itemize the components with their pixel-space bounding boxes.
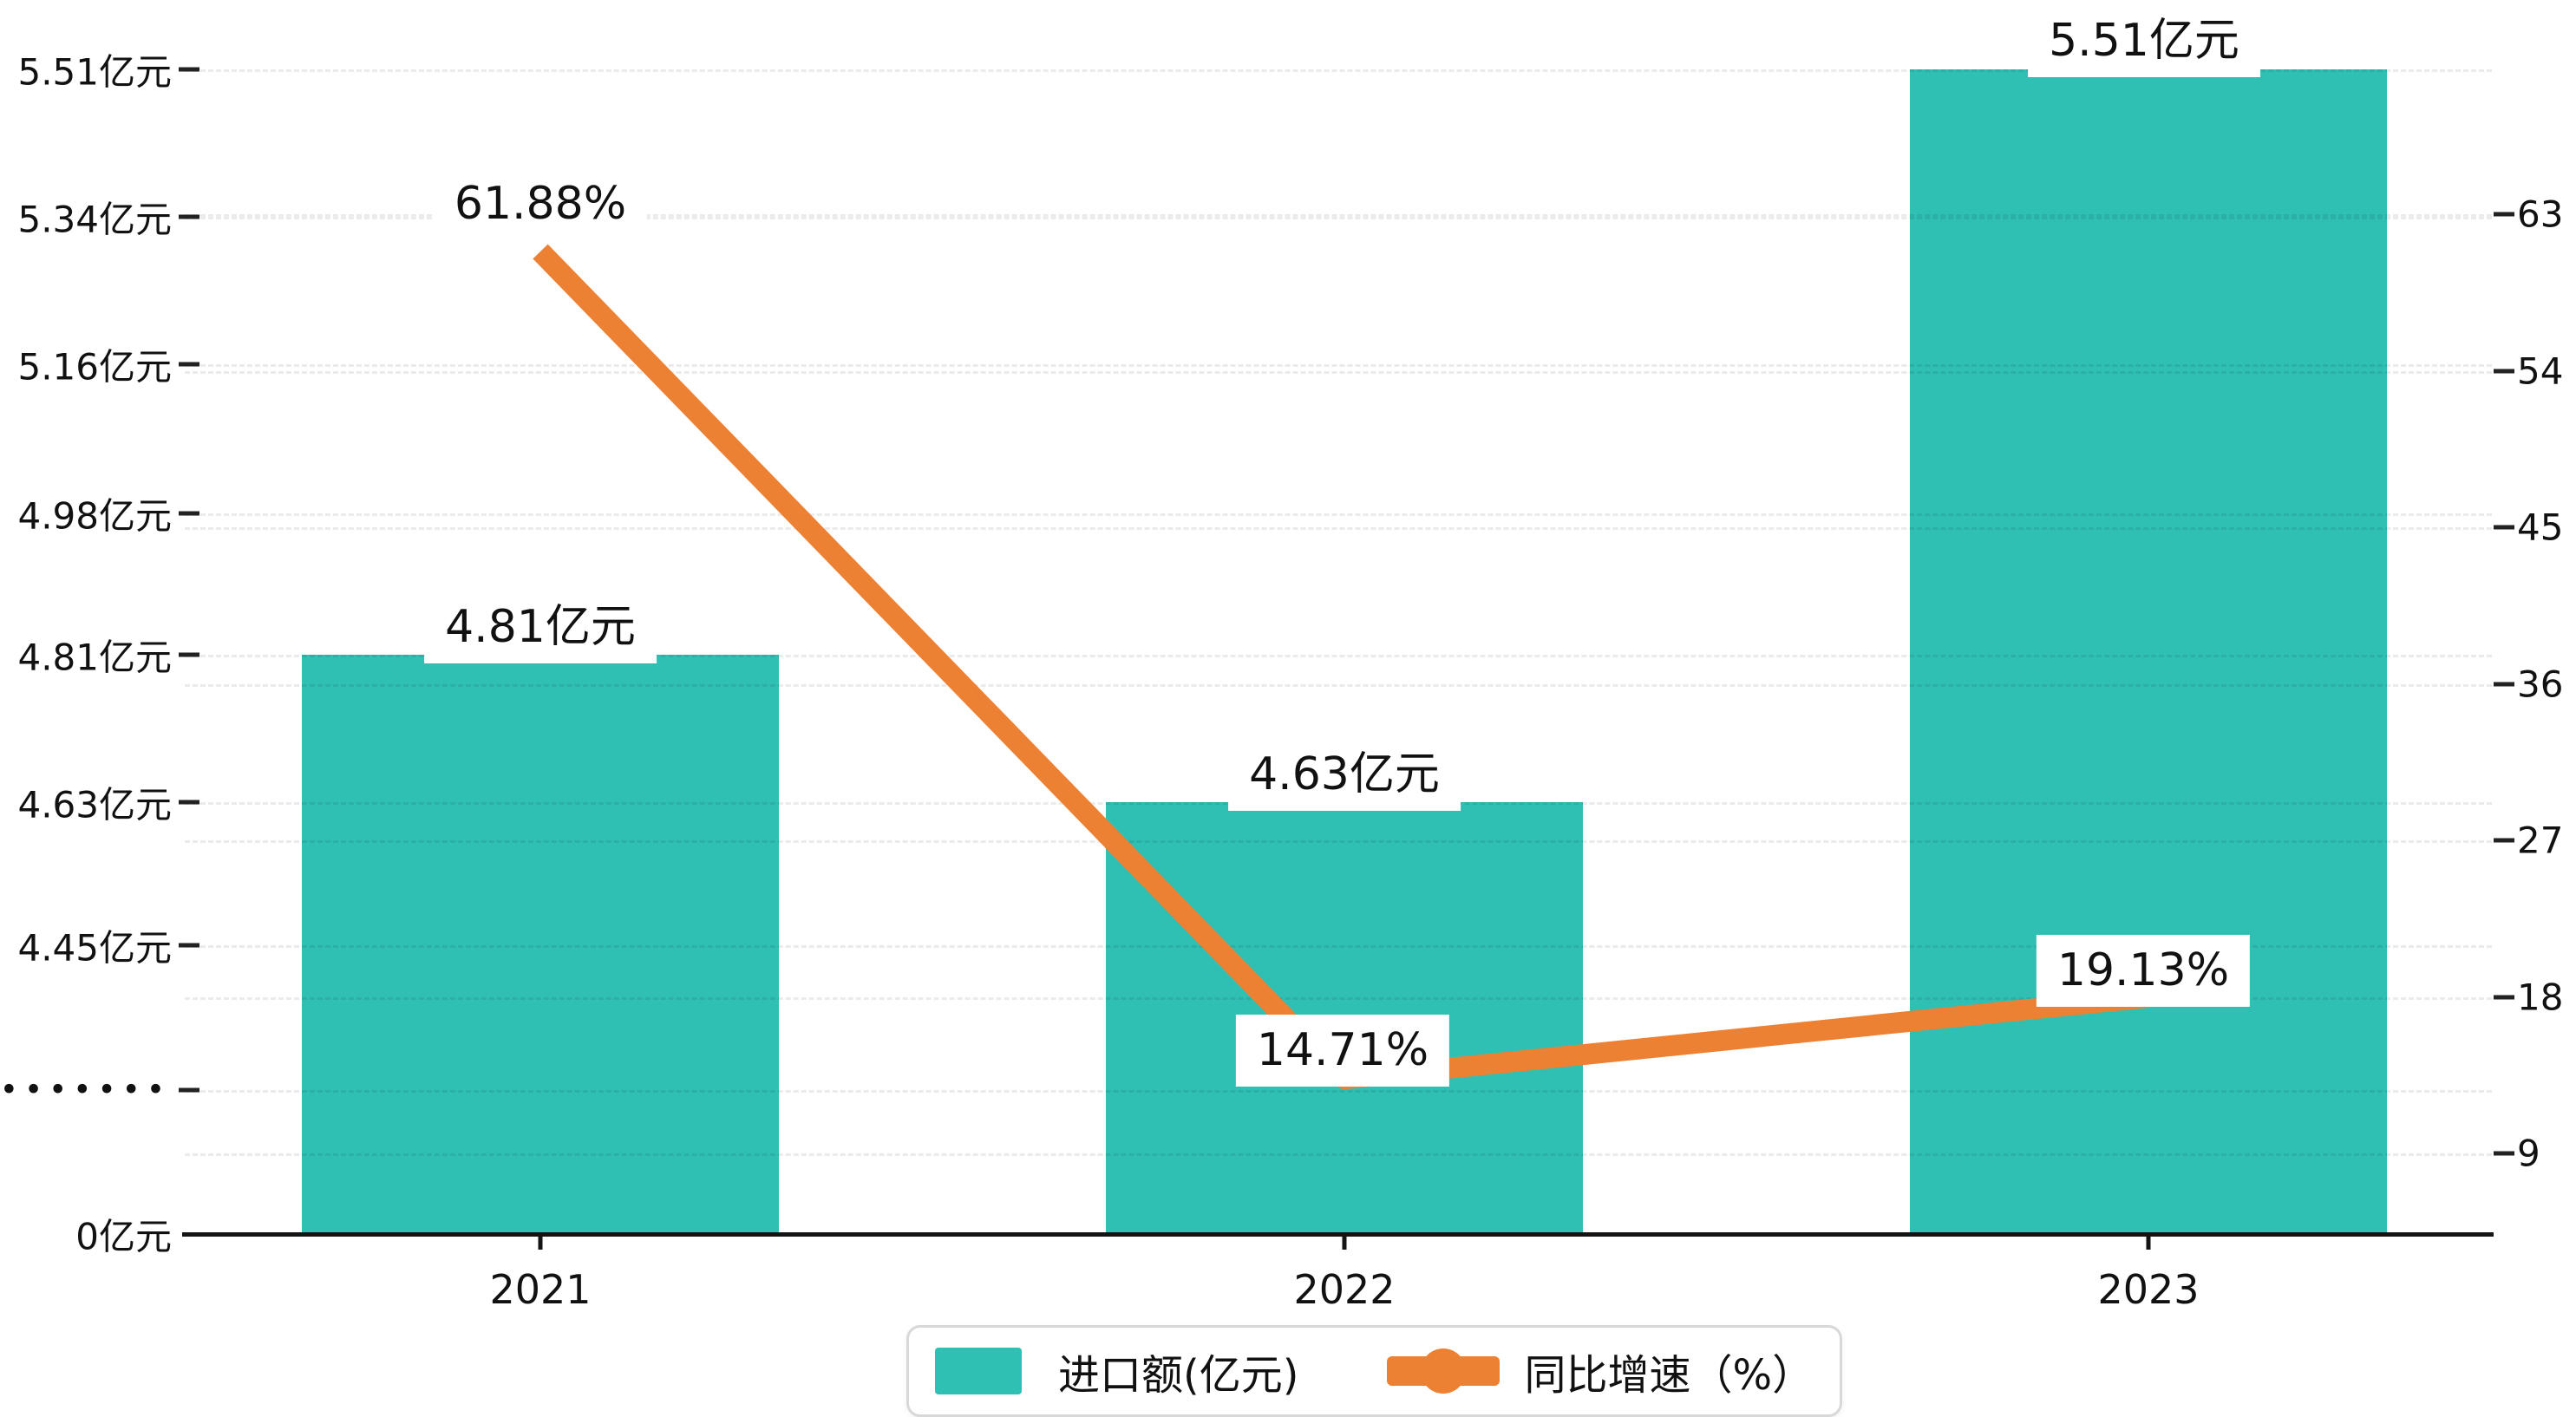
gridline (185, 684, 2492, 687)
x-axis-label-2022: 2022 (1293, 1266, 1396, 1313)
gridline (185, 945, 2492, 948)
x-axis-tick (2146, 1235, 2151, 1250)
bar-value-label-2022: 4.63亿元 (1228, 739, 1461, 811)
right-axis-tick (2494, 1151, 2514, 1156)
left-axis-label-zero: 0亿元 (75, 1215, 172, 1258)
left-axis-tick (179, 1087, 199, 1093)
bar-2021 (302, 655, 779, 1232)
right-axis-label: 18 (2517, 976, 2564, 1019)
gridline (185, 840, 2492, 843)
left-axis-tick (179, 511, 199, 516)
left-axis-label: 5.16亿元 (17, 345, 172, 389)
line-value-label-2023: 19.13% (2036, 935, 2251, 1007)
bar-value-label-2021: 4.81亿元 (424, 591, 657, 663)
left-axis-tick (179, 214, 199, 219)
right-axis-tick (2494, 838, 2514, 843)
left-axis-label: 5.51亿元 (17, 50, 172, 94)
right-axis-label: 45 (2517, 506, 2564, 549)
gridline (185, 513, 2492, 516)
gridline (185, 69, 2492, 72)
left-axis-label: 4.98亿元 (17, 494, 172, 538)
legend-line-marker (1387, 1348, 1500, 1394)
legend-item-imports[interactable]: 进口额(亿元) (1058, 1351, 1299, 1400)
right-axis-label: 54 (2517, 349, 2564, 393)
legend: 进口额(亿元) 同比增速（%） (906, 1325, 1843, 1417)
gridline (185, 214, 2492, 217)
gridline (185, 997, 2492, 1000)
x-axis-label-2021: 2021 (489, 1266, 592, 1313)
left-axis-label: 4.81亿元 (17, 636, 172, 679)
right-axis-label: 36 (2517, 663, 2564, 706)
left-axis-tick (179, 800, 199, 805)
right-axis-tick (2494, 212, 2514, 217)
gridline (185, 527, 2492, 530)
right-axis-tick (2494, 369, 2514, 374)
bar-2023 (1910, 69, 2387, 1232)
gridline (185, 1090, 2492, 1093)
x-axis-tick (538, 1235, 543, 1250)
left-axis-break-dots: ••••••••• (0, 1074, 172, 1106)
line-value-label-2021: 61.88% (433, 168, 648, 240)
left-axis-label: 4.63亿元 (17, 783, 172, 826)
gridline (185, 217, 2492, 219)
x-axis-line (182, 1232, 2494, 1237)
legend-line-dot (1421, 1348, 1467, 1394)
x-axis-tick (1342, 1235, 1347, 1250)
right-axis-tick (2494, 995, 2514, 1000)
right-axis-label: 9 (2517, 1132, 2540, 1175)
line-value-label-2022: 14.71% (1235, 1015, 1450, 1087)
gridline (185, 655, 2492, 657)
left-axis-tick (179, 652, 199, 657)
legend-bar-swatch (935, 1348, 1022, 1394)
right-axis-tick (2494, 682, 2514, 687)
gridline (185, 364, 2492, 367)
right-axis-label: 27 (2517, 819, 2564, 862)
left-axis-tick (179, 362, 199, 367)
left-axis-tick (179, 943, 199, 948)
left-axis-label: 4.45亿元 (17, 926, 172, 970)
legend-item-growth[interactable]: 同比增速（%） (1524, 1351, 1814, 1400)
gridline (185, 1153, 2492, 1156)
bar-value-label-2023: 5.51亿元 (2028, 5, 2260, 77)
right-axis-tick (2494, 525, 2514, 530)
x-axis-label-2023: 2023 (2097, 1266, 2200, 1313)
gridline (185, 371, 2492, 374)
left-axis-label: 5.34亿元 (17, 198, 172, 241)
right-axis-label: 63 (2517, 193, 2564, 236)
left-axis-tick (179, 67, 199, 72)
